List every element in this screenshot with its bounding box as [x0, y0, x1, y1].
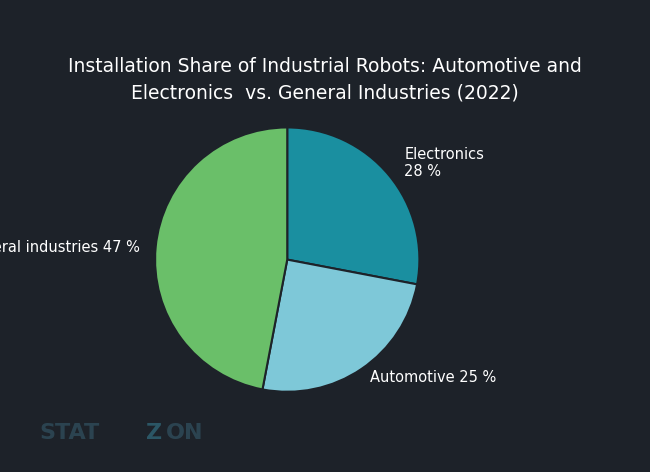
Wedge shape — [263, 260, 417, 392]
Wedge shape — [287, 127, 419, 284]
Text: Installation Share of Industrial Robots: Automotive and
Electronics  vs. General: Installation Share of Industrial Robots:… — [68, 57, 582, 102]
Text: STAT: STAT — [39, 423, 99, 443]
Wedge shape — [155, 127, 287, 389]
Text: ON: ON — [166, 423, 203, 443]
Text: Electronics
28 %: Electronics 28 % — [404, 146, 484, 179]
Text: General industries 47 %: General industries 47 % — [0, 240, 140, 255]
Text: Z: Z — [146, 423, 162, 443]
Text: Automotive 25 %: Automotive 25 % — [370, 370, 497, 385]
